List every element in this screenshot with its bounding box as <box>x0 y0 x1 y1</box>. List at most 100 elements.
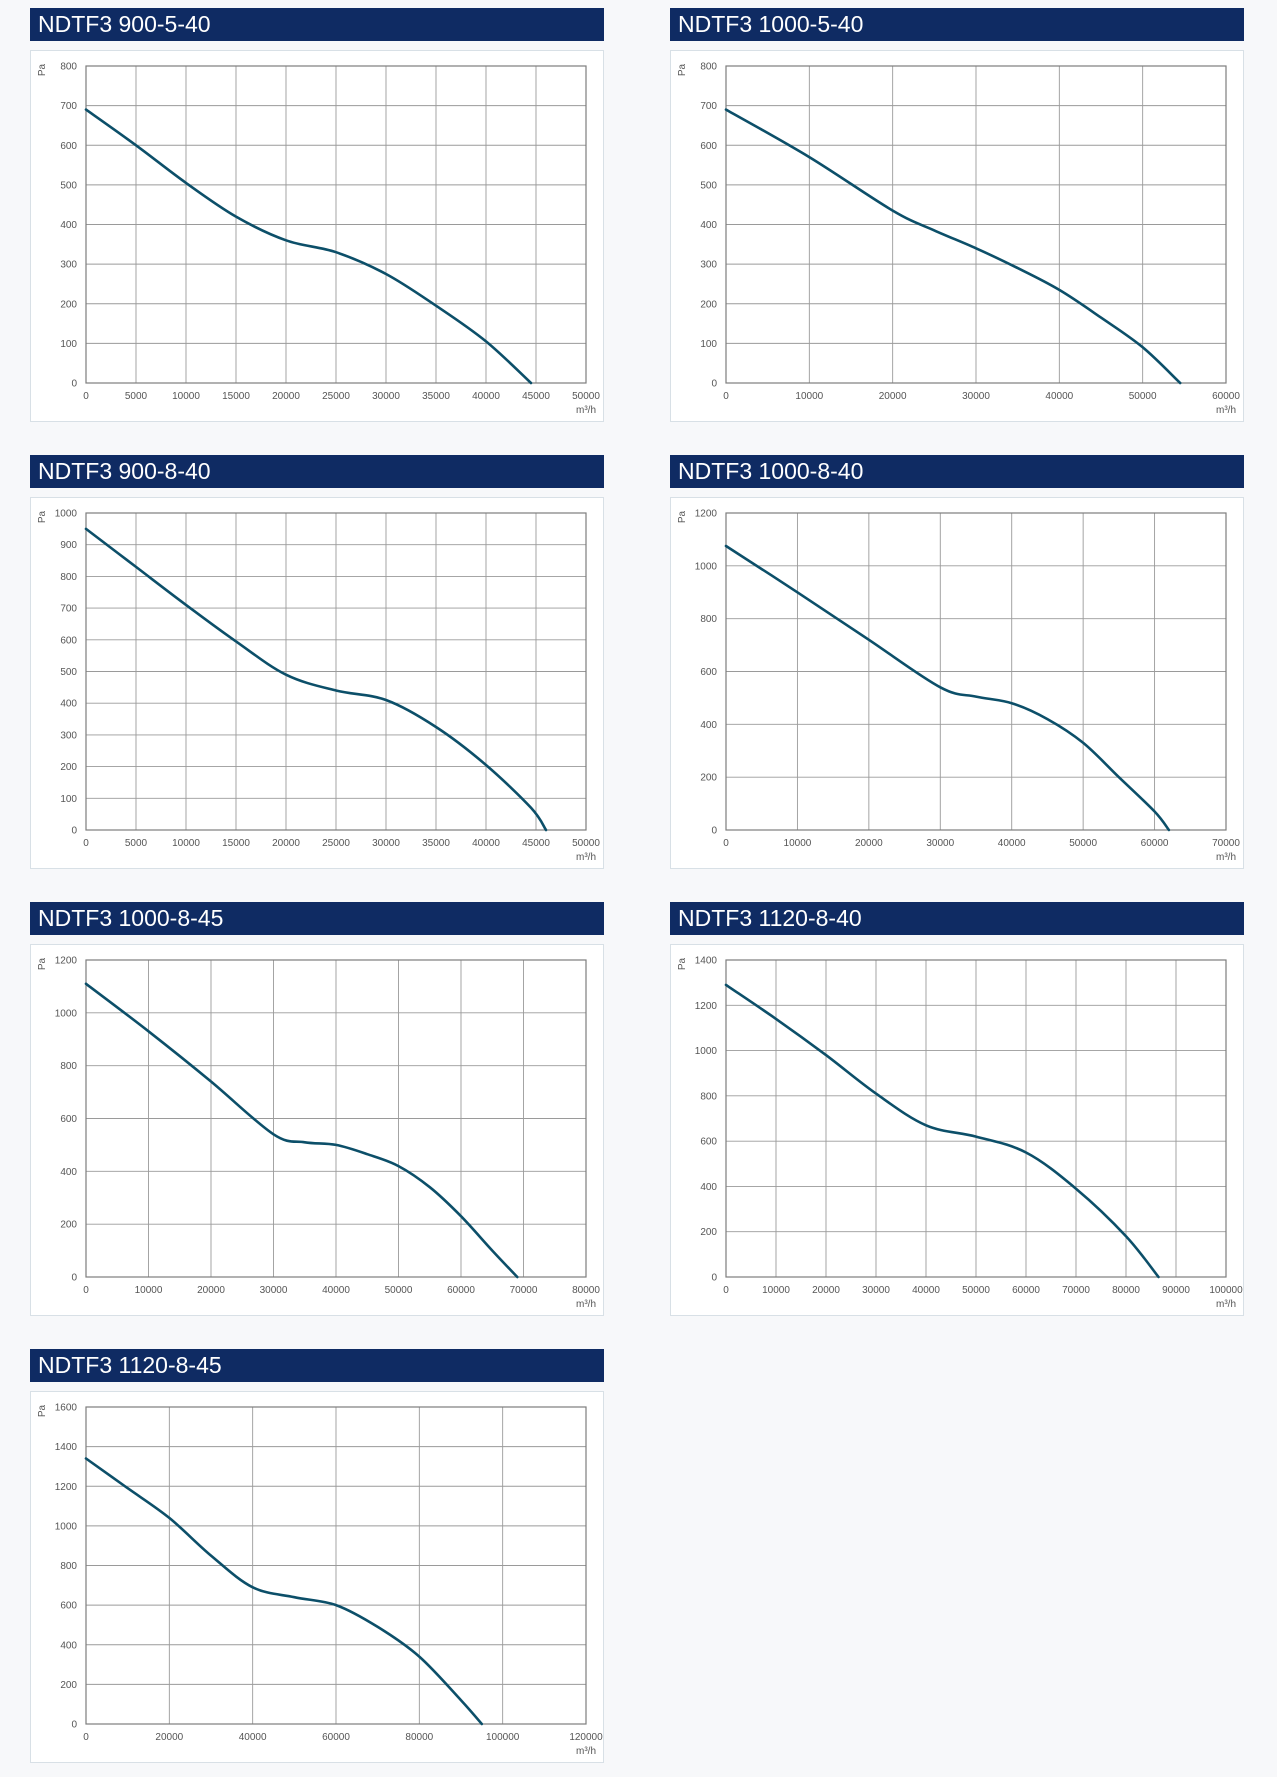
y-tick-label: 0 <box>71 1273 77 1284</box>
chart-panel: 0 100 200 300 400 500 600 700 800 0 5000 10000 15000… <box>30 50 604 422</box>
x-tick-label: 0 <box>83 1732 89 1743</box>
curve-point <box>285 240 287 242</box>
x-tick-label: 50000 <box>572 838 600 849</box>
y-tick-label: 100 <box>60 794 77 805</box>
curve-point <box>135 566 137 568</box>
chart-panel: 0 100 200 300 400 500 600 700 800 900 1000 0 5000 100… <box>30 497 604 869</box>
curve-point <box>1100 317 1102 319</box>
y-tick-label: 0 <box>711 379 717 390</box>
curve-point <box>429 1186 431 1188</box>
x-tick-label: 10000 <box>172 391 200 402</box>
x-tick-label: 20000 <box>812 1285 840 1296</box>
curve-point <box>875 1093 877 1095</box>
y-tick-label: 200 <box>60 1220 77 1231</box>
y-tick-label: 800 <box>700 614 717 625</box>
x-tick-label: 10000 <box>135 1285 163 1296</box>
x-tick-label: 60000 <box>1212 391 1240 402</box>
curve-point <box>825 1054 827 1056</box>
curve-point <box>809 156 811 158</box>
y-tick-label: 400 <box>700 720 717 731</box>
fan-curve-line <box>724 544 1171 832</box>
y-tick-label: 700 <box>60 101 77 112</box>
chart-svg: 0 200 400 600 800 1000 1200 0 10000 20000 30000 400… <box>677 509 1240 864</box>
y-tick-label: 100 <box>60 339 77 350</box>
y-tick-label: 600 <box>60 1114 77 1125</box>
y-tick-label: 800 <box>60 1561 77 1572</box>
x-tick-label: 100000 <box>486 1732 520 1743</box>
x-tick-label: 100000 <box>1209 1285 1243 1296</box>
x-tick-label: 70000 <box>1212 838 1240 849</box>
x-tick-label: 30000 <box>862 1285 890 1296</box>
chart-card: NDTF3 1000-8-45 0 200 400 600 800 1000 1200 0 100… <box>30 902 604 1316</box>
curve-point <box>775 1018 777 1020</box>
curve-point <box>1011 702 1013 704</box>
curve-point <box>1025 1152 1027 1154</box>
y-tick-label: 200 <box>700 299 717 310</box>
chart-card: NDTF3 900-5-40 0 100 200 300 400 500 600 700 800 0… <box>30 8 604 422</box>
curve-point <box>335 1604 337 1606</box>
x-tick-label: 10000 <box>172 838 200 849</box>
curve-point <box>1118 776 1120 778</box>
y-tick-label: 700 <box>60 604 77 615</box>
chart-card: NDTF3 1120-8-45 0 200 400 600 800 1000 1200 1400… <box>30 1349 604 1763</box>
x-tick-label: 50000 <box>1069 838 1097 849</box>
x-tick-label: 20000 <box>272 838 300 849</box>
x-tick-label: 70000 <box>1062 1285 1090 1296</box>
curve-point <box>377 1626 379 1628</box>
y-tick-label: 800 <box>700 1091 717 1102</box>
x-tick-label: 5000 <box>125 391 148 402</box>
curve-point <box>491 1250 493 1252</box>
chart-svg: 0 200 400 600 800 1000 1200 1400 0 10000 20000 3000… <box>677 956 1243 1311</box>
x-tick-label: 50000 <box>1129 391 1157 402</box>
curve-point <box>1125 1235 1127 1237</box>
plot-frame <box>725 512 1227 831</box>
y-axis-label: Pa <box>677 957 688 970</box>
y-tick-label: 0 <box>71 826 77 837</box>
x-tick-label: 40000 <box>1045 391 1073 402</box>
curve-point <box>210 1555 212 1557</box>
x-unit-label: m³/h <box>576 1299 596 1310</box>
curve-point <box>252 1586 254 1588</box>
plot-frame <box>85 1406 587 1725</box>
curve-point <box>460 1215 462 1217</box>
x-tick-label: 10000 <box>784 838 812 849</box>
x-unit-label: m³/h <box>1216 405 1236 416</box>
curve-point <box>725 109 727 111</box>
x-tick-label: 20000 <box>855 838 883 849</box>
x-tick-label: 0 <box>83 838 89 849</box>
x-tick-label: 35000 <box>422 391 450 402</box>
chart-card: NDTF3 1000-5-40 0 100 200 300 400 500 600 700 800… <box>670 8 1244 422</box>
x-tick-label: 15000 <box>222 391 250 402</box>
curve-point <box>235 641 237 643</box>
chart-title: NDTF3 900-5-40 <box>30 8 604 41</box>
curve-point <box>1142 347 1144 349</box>
x-tick-label: 10000 <box>795 391 823 402</box>
curve-point <box>285 674 287 676</box>
curve-point <box>460 1699 462 1701</box>
curve-point <box>1082 742 1084 744</box>
x-tick-label: 45000 <box>522 838 550 849</box>
y-tick-label: 1400 <box>695 956 718 967</box>
curve-point <box>148 1031 150 1033</box>
x-tick-label: 60000 <box>1012 1285 1040 1296</box>
y-tick-label: 100 <box>700 339 717 350</box>
chart-panel: 0 100 200 300 400 500 600 700 800 0 10000 20000 3000… <box>670 50 1244 422</box>
x-tick-label: 0 <box>723 838 729 849</box>
y-tick-label: 1200 <box>695 1001 718 1012</box>
y-tick-label: 200 <box>60 299 77 310</box>
fan-curve-line <box>84 108 533 385</box>
y-tick-label: 300 <box>60 730 77 741</box>
y-tick-label: 400 <box>60 1640 77 1651</box>
chart-svg: 0 200 400 600 800 1000 1200 1400 1600 0 20000 40000… <box>37 1403 603 1758</box>
y-tick-label: 500 <box>700 180 717 191</box>
chart-panel: 0 200 400 600 800 1000 1200 1400 0 10000 20000 3000… <box>670 944 1244 1316</box>
curve-point <box>892 210 894 212</box>
y-tick-label: 600 <box>700 141 717 152</box>
x-tick-label: 0 <box>83 391 89 402</box>
chart-panel: 0 200 400 600 800 1000 1200 0 10000 20000 30000 400… <box>30 944 604 1316</box>
y-tick-label: 1200 <box>55 956 78 967</box>
x-tick-label: 25000 <box>322 391 350 402</box>
curve-point <box>419 1656 421 1658</box>
chart-svg: 0 100 200 300 400 500 600 700 800 0 5000 10000 15000… <box>37 62 600 417</box>
